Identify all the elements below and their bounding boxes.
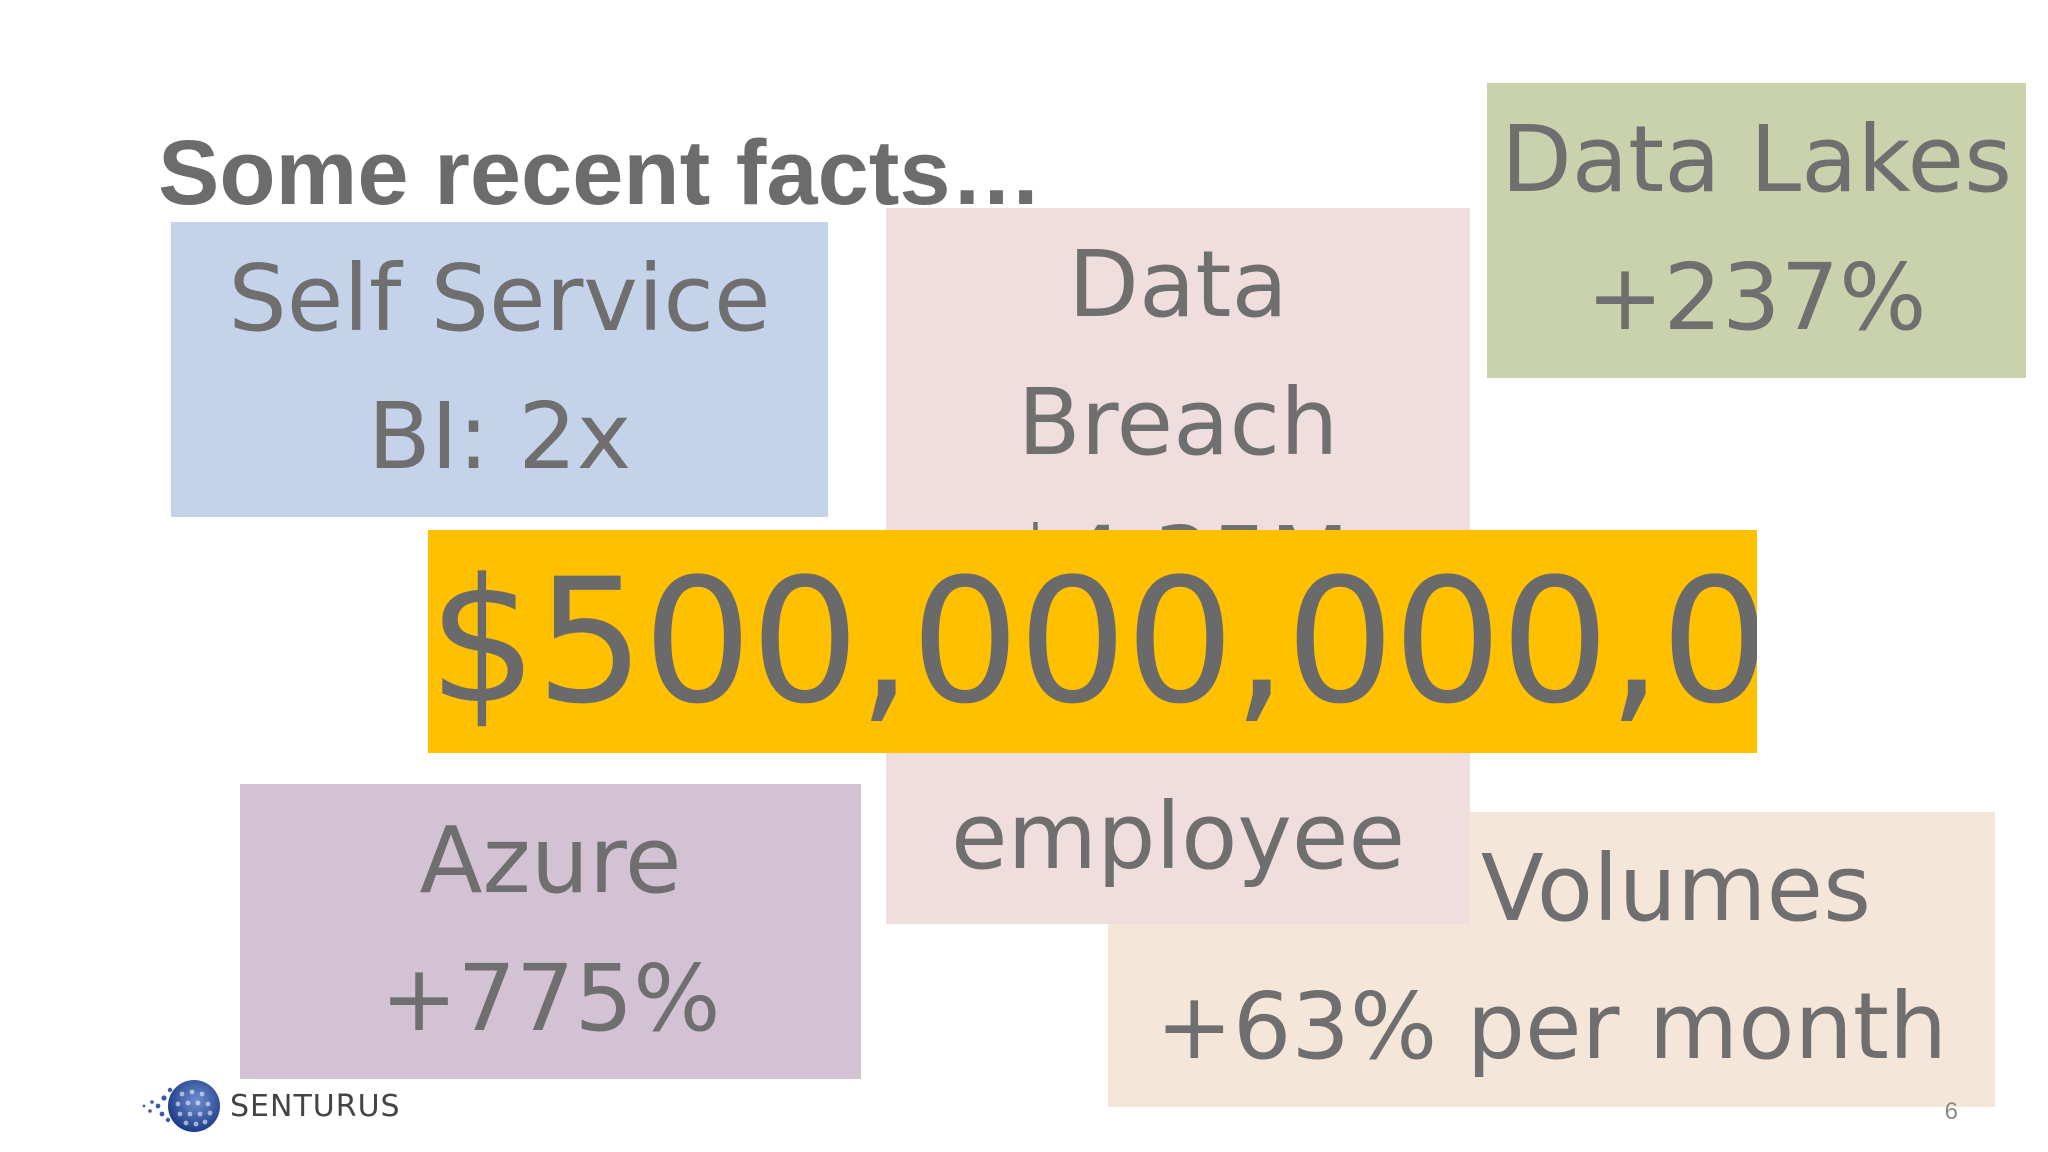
fact-line: Data Lakes [1500,106,2013,213]
fact-line: +63% per month [1155,973,1948,1080]
headline-amount: $500,000,000,000 [428,541,1757,742]
fact-line: +237% [1586,244,1927,351]
fact-line: Self Service [228,245,771,352]
fact-box-data-lakes: Data Lakes +237% [1487,83,2026,378]
logo-text: SENTURUS [230,1088,401,1124]
fact-box-self-service: Self Service BI: 2x [171,222,828,517]
fact-line: Data [1068,231,1288,338]
fact-line: +775% [380,945,721,1052]
senturus-logo: SENTURUS [140,1076,401,1136]
fact-box-azure: Azure +775% [240,784,861,1079]
fact-box-headline-amount: $500,000,000,000 [428,530,1757,753]
globe-dots-icon [142,1080,220,1132]
fact-box-data-volumes: Data Volumes +63% per month [1108,812,1995,1107]
slide-title: Some recent facts… [158,122,1043,224]
fact-line: BI: 2x [367,383,632,490]
page-number: 6 [1944,1098,1958,1125]
fact-line: Breach [1017,369,1339,476]
fact-line: employee [950,783,1406,890]
fact-line: Azure [419,807,682,914]
